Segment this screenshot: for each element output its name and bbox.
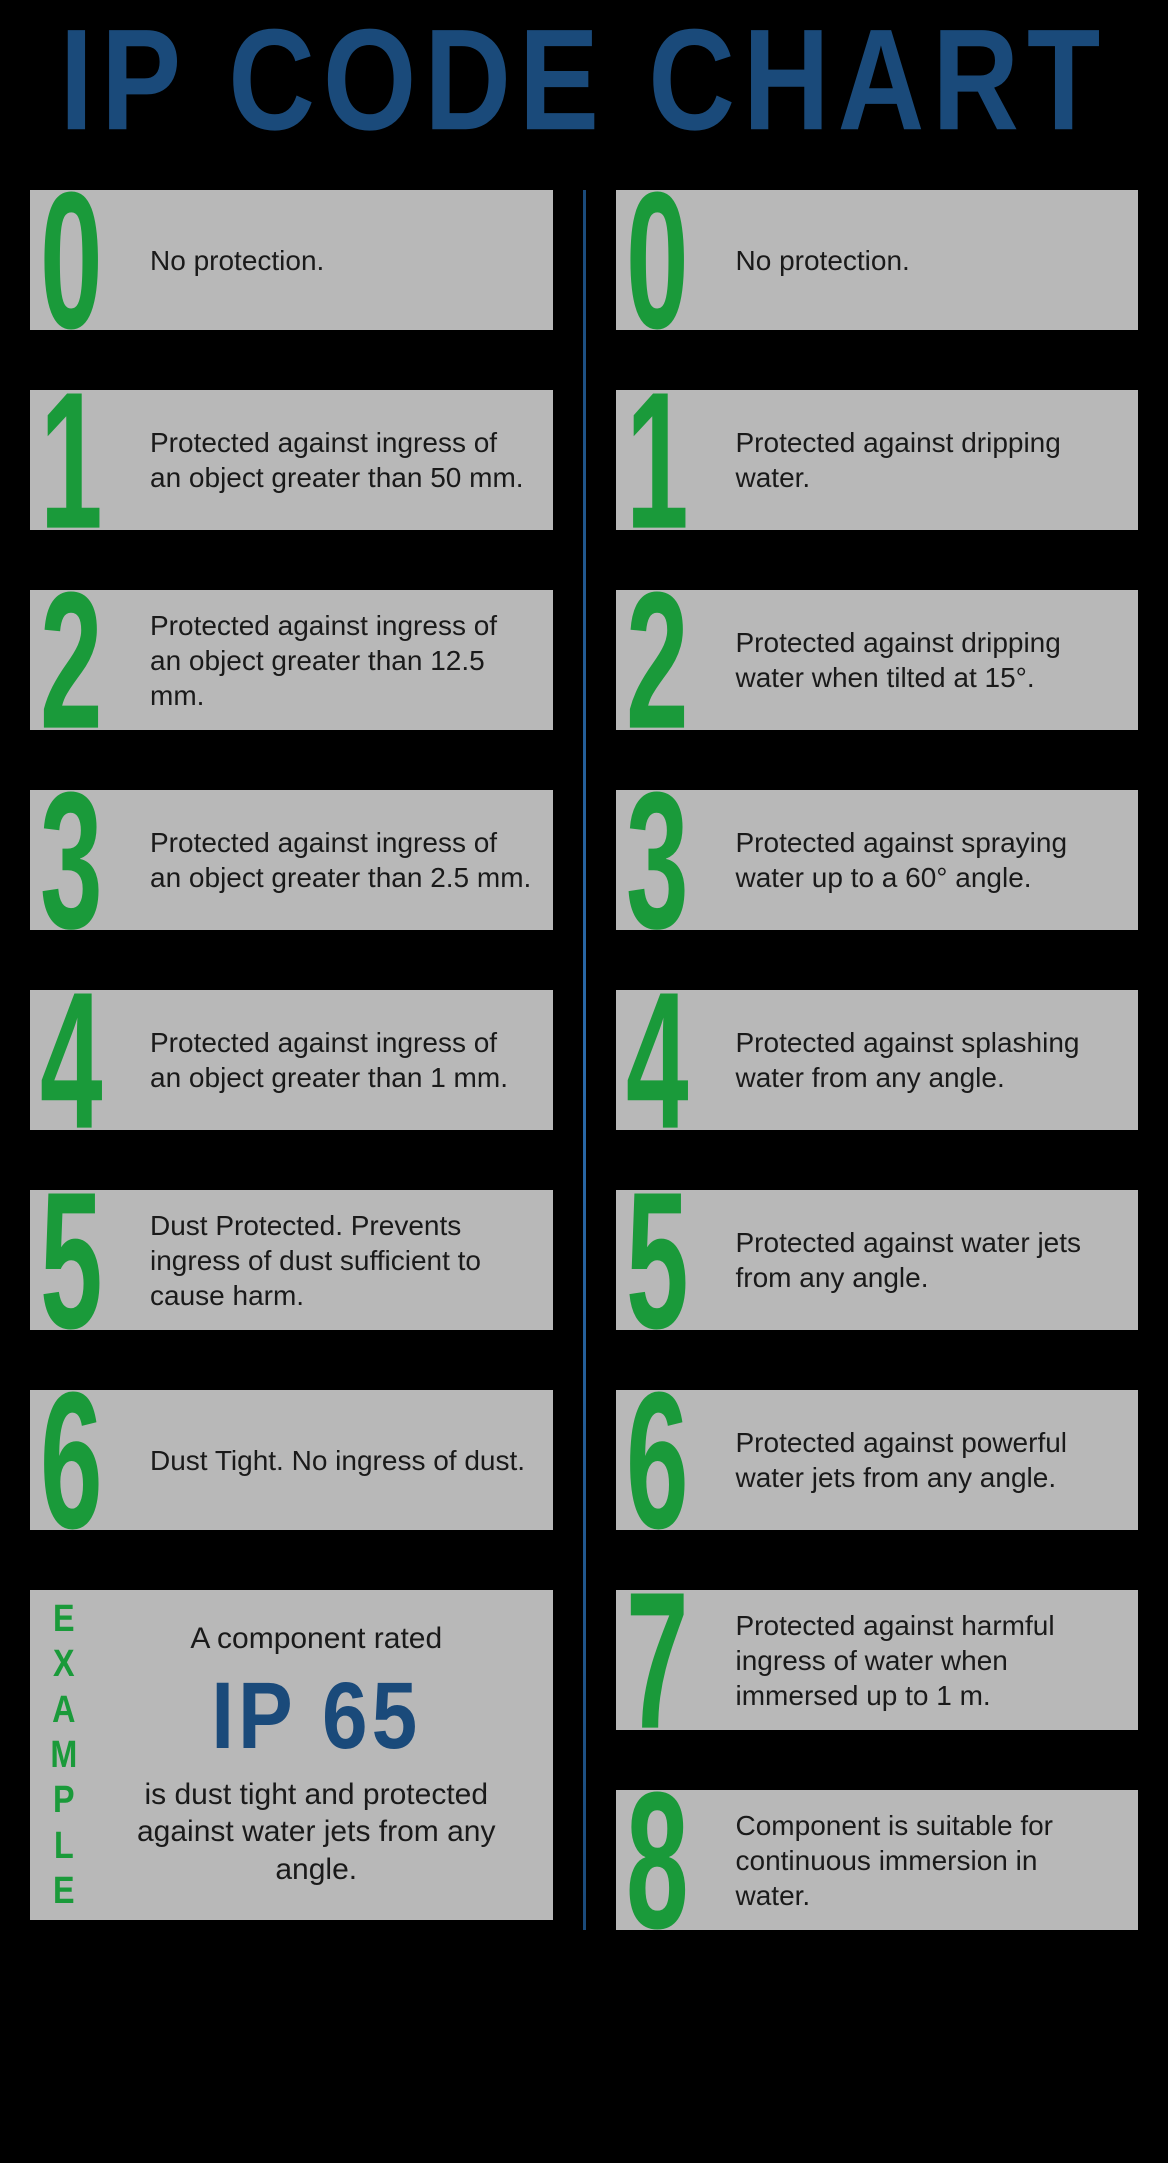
rating-digit: 2	[626, 582, 709, 738]
rating-description: Protected against dripping water.	[736, 425, 1119, 495]
rating-digit: 1	[40, 382, 123, 538]
solid-protection-row: 3Protected against ingress of an object …	[30, 790, 553, 930]
rating-description: Protected against harmful ingress of wat…	[736, 1608, 1119, 1713]
rating-digit: 2	[40, 582, 123, 738]
rating-digit: 0	[40, 182, 123, 338]
rating-digit: 1	[626, 382, 709, 538]
rating-description: No protection.	[736, 243, 910, 278]
right-column: 0No protection.1Protected against drippi…	[586, 190, 1139, 1930]
rating-digit: 5	[40, 1182, 123, 1338]
columns-wrapper: 0No protection.1Protected against ingres…	[30, 190, 1138, 1930]
solid-protection-row: 6Dust Tight. No ingress of dust.	[30, 1390, 553, 1530]
rating-description: Protected against dripping water when ti…	[736, 625, 1119, 695]
example-intro-text: A component rated	[100, 1622, 533, 1656]
liquid-protection-row: 5Protected against water jets from any a…	[616, 1190, 1139, 1330]
rating-description: Protected against powerful water jets fr…	[736, 1425, 1119, 1495]
example-explanation-text: is dust tight and protected against wate…	[100, 1776, 533, 1889]
liquid-protection-row: 0No protection.	[616, 190, 1139, 330]
rating-digit: 6	[626, 1382, 709, 1538]
rating-description: Component is suitable for continuous imm…	[736, 1808, 1119, 1913]
rating-digit: 8	[626, 1782, 709, 1938]
solid-protection-row: 4Protected against ingress of an object …	[30, 990, 553, 1130]
rating-digit: 3	[626, 782, 709, 938]
example-label-letter: E	[50, 1600, 77, 1638]
rating-description: Protected against spraying water up to a…	[736, 825, 1119, 895]
rating-description: Protected against ingress of an object g…	[150, 425, 533, 495]
example-label-letter: A	[50, 1691, 77, 1729]
example-label-letter: L	[50, 1827, 77, 1865]
rating-description: No protection.	[150, 243, 324, 278]
liquid-protection-row: 4Protected against splashing water from …	[616, 990, 1139, 1130]
example-ip-code: IP 65	[100, 1663, 533, 1771]
example-label-letter: M	[50, 1736, 77, 1774]
rating-digit: 4	[626, 982, 709, 1138]
left-column: 0No protection.1Protected against ingres…	[30, 190, 583, 1930]
example-label-letter: P	[50, 1781, 77, 1819]
rating-digit: 7	[626, 1582, 709, 1738]
example-label-letter: X	[50, 1645, 77, 1683]
rating-digit: 6	[40, 1382, 123, 1538]
rating-description: Dust Tight. No ingress of dust.	[150, 1443, 525, 1478]
solid-protection-row: 5Dust Protected. Prevents ingress of dus…	[30, 1190, 553, 1330]
rating-description: Protected against ingress of an object g…	[150, 825, 533, 895]
liquid-protection-row: 1Protected against dripping water.	[616, 390, 1139, 530]
solid-protection-row: 2Protected against ingress of an object …	[30, 590, 553, 730]
rating-digit: 5	[626, 1182, 709, 1338]
page-title: IP CODE CHART	[30, 8, 1138, 152]
rating-description: Protected against splashing water from a…	[736, 1025, 1119, 1095]
liquid-protection-row: 8Component is suitable for continuous im…	[616, 1790, 1139, 1930]
example-block: EXAMPLEA component ratedIP 65is dust tig…	[30, 1590, 553, 1920]
rating-description: Dust Protected. Prevents ingress of dust…	[150, 1208, 533, 1313]
liquid-protection-row: 3Protected against spraying water up to …	[616, 790, 1139, 930]
rating-digit: 3	[40, 782, 123, 938]
rating-description: Protected against ingress of an object g…	[150, 608, 533, 713]
solid-protection-row: 1Protected against ingress of an object …	[30, 390, 553, 530]
rating-digit: 4	[40, 982, 123, 1138]
liquid-protection-row: 2Protected against dripping water when t…	[616, 590, 1139, 730]
example-label-letter: E	[50, 1872, 77, 1910]
liquid-protection-row: 6Protected against powerful water jets f…	[616, 1390, 1139, 1530]
infographic-container: IP CODE CHART 0No protection.1Protected …	[0, 0, 1168, 1970]
solid-protection-row: 0No protection.	[30, 190, 553, 330]
example-vertical-label: EXAMPLE	[48, 1600, 80, 1910]
rating-description: Protected against ingress of an object g…	[150, 1025, 533, 1095]
rating-digit: 0	[626, 182, 709, 338]
liquid-protection-row: 7Protected against harmful ingress of wa…	[616, 1590, 1139, 1730]
rating-description: Protected against water jets from any an…	[736, 1225, 1119, 1295]
